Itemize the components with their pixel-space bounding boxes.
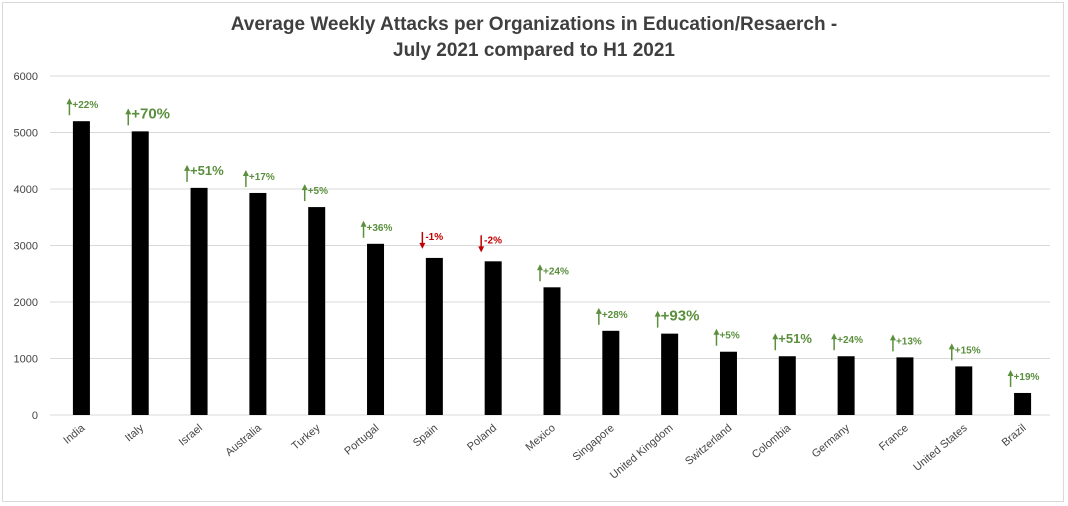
x-tick-label: Germany — [810, 422, 853, 461]
bar — [602, 330, 620, 415]
down-arrowhead-icon — [419, 242, 426, 249]
change-label: +17% — [249, 172, 275, 183]
up-arrowhead-icon — [654, 310, 661, 317]
y-tick-label: 4000 — [14, 184, 38, 196]
bar — [367, 243, 385, 415]
x-tick-label: Australia — [223, 422, 264, 459]
change-label: +24% — [543, 266, 569, 277]
change-label: -1% — [425, 232, 443, 243]
up-arrowhead-icon — [537, 264, 543, 271]
up-arrowhead-icon — [713, 328, 720, 335]
bar — [543, 287, 561, 415]
bar — [837, 356, 855, 415]
x-tick-label: Mexico — [524, 422, 558, 454]
change-label: +70% — [131, 105, 170, 122]
bar — [249, 192, 267, 415]
up-arrowhead-icon — [595, 307, 602, 314]
x-tick-label: India — [61, 422, 88, 447]
x-tick-label: Brazil — [1000, 422, 1029, 449]
change-label: +93% — [661, 308, 700, 325]
bar — [308, 207, 326, 415]
bar — [484, 261, 502, 415]
y-tick-label: 0 — [32, 410, 38, 422]
change-label: +5% — [308, 186, 328, 197]
change-label: +51% — [190, 163, 224, 178]
x-tick-label: Italy — [123, 422, 147, 444]
up-arrowhead-icon — [1007, 369, 1014, 376]
bar — [719, 351, 737, 415]
y-tick-label: 2000 — [14, 297, 38, 309]
up-arrowhead-icon — [889, 334, 896, 341]
up-arrowhead-icon — [301, 184, 308, 191]
change-label: +13% — [896, 336, 922, 347]
x-tick-label: Israel — [177, 422, 205, 448]
bar — [131, 131, 149, 415]
chart-title-line-1: Average Weekly Attacks per Organizations… — [230, 14, 838, 35]
bar — [778, 356, 796, 415]
bar — [661, 333, 679, 415]
change-label: +36% — [367, 223, 393, 234]
x-tick-label: United States — [911, 422, 970, 474]
change-label: +24% — [837, 335, 863, 346]
up-arrowhead-icon — [184, 164, 191, 171]
x-tick-label: France — [877, 422, 911, 453]
bar — [425, 257, 443, 415]
up-arrowhead-icon — [66, 98, 73, 105]
up-arrowhead-icon — [948, 343, 955, 350]
up-arrowhead-icon — [772, 333, 779, 340]
x-tick-label: United Kingdom — [608, 422, 676, 482]
x-tick-label: Poland — [465, 422, 499, 453]
change-label: -2% — [484, 235, 502, 246]
up-arrowhead-icon — [125, 108, 132, 115]
y-tick-label: 1000 — [14, 354, 38, 366]
change-label: +28% — [602, 310, 628, 321]
x-tick-label: Switzerland — [683, 422, 734, 468]
y-tick-label: 3000 — [14, 241, 38, 253]
change-label: +5% — [719, 331, 739, 342]
x-tick-label: Turkey — [289, 422, 323, 453]
change-label: +19% — [1014, 372, 1040, 383]
bar — [72, 121, 90, 415]
chart-title: Average Weekly Attacks per Organizations… — [0, 12, 1068, 64]
x-tick-label: Portugal — [342, 422, 381, 458]
up-arrowhead-icon — [831, 333, 838, 340]
up-arrowhead-icon — [360, 220, 367, 227]
up-arrowhead-icon — [242, 169, 249, 176]
bar — [1014, 392, 1032, 415]
chart-title-line-2: July 2021 compared to H1 2021 — [393, 40, 675, 61]
x-tick-label: Spain — [411, 422, 440, 449]
y-tick-label: 6000 — [14, 71, 38, 83]
x-tick-label: Colombia — [750, 422, 794, 462]
change-label: +51% — [778, 331, 812, 346]
x-tick-label: Singapore — [571, 422, 617, 463]
y-tick-label: 5000 — [14, 128, 38, 140]
change-label: +15% — [955, 345, 981, 356]
change-label: +22% — [72, 100, 98, 111]
bar — [190, 187, 208, 415]
bar — [896, 357, 914, 415]
bar — [955, 366, 973, 415]
down-arrowhead-icon — [478, 246, 485, 253]
